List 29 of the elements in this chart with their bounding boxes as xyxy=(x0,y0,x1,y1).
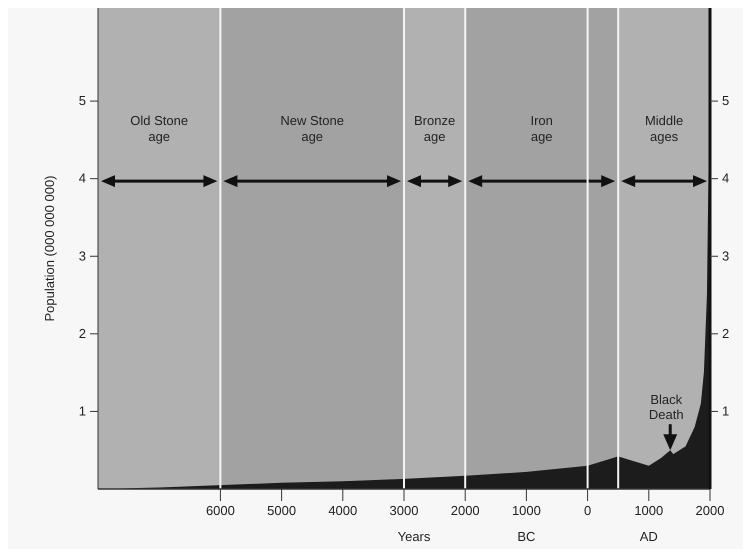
x-tick-label: 2000 xyxy=(450,503,480,518)
band-label: Bronze age xyxy=(414,113,456,144)
x-tick-label: 6000 xyxy=(206,503,235,518)
y2-tick-label: 2 xyxy=(722,326,730,341)
x-tick-label: 0 xyxy=(584,503,592,518)
y-axis-title: Population (000 000 000) xyxy=(42,175,57,322)
band-label: Old Stone age xyxy=(130,113,188,144)
x-tick-label: 3000 xyxy=(390,503,418,518)
y2-tick-label: 4 xyxy=(722,170,730,186)
y-tick-label: 3 xyxy=(78,248,86,264)
text: BC xyxy=(517,529,536,544)
y2-tick-label: 1 xyxy=(722,403,730,418)
band-label: Iron age xyxy=(530,113,553,144)
band-label: New Stone age xyxy=(280,113,344,144)
band-label: Middle ages xyxy=(644,113,684,144)
y2-tick-label: 5 xyxy=(722,93,730,108)
y2-tick-label: 3 xyxy=(722,248,730,264)
x-tick-label: 1000 xyxy=(512,503,541,518)
y-tick-label: 4 xyxy=(78,170,86,186)
y-tick-label: 1 xyxy=(78,403,86,418)
x-tick-label: 2000 xyxy=(696,503,724,518)
x-tick-label: 1000 xyxy=(634,503,664,518)
y-tick-label: 5 xyxy=(78,93,86,108)
text: AD xyxy=(640,529,658,544)
y-tick-label: 2 xyxy=(78,326,86,341)
x-axis-title: Years xyxy=(398,529,431,544)
annotation: Black Death xyxy=(648,392,684,422)
x-tick-label: 5000 xyxy=(267,503,296,518)
x-tick-label: 4000 xyxy=(328,503,358,518)
